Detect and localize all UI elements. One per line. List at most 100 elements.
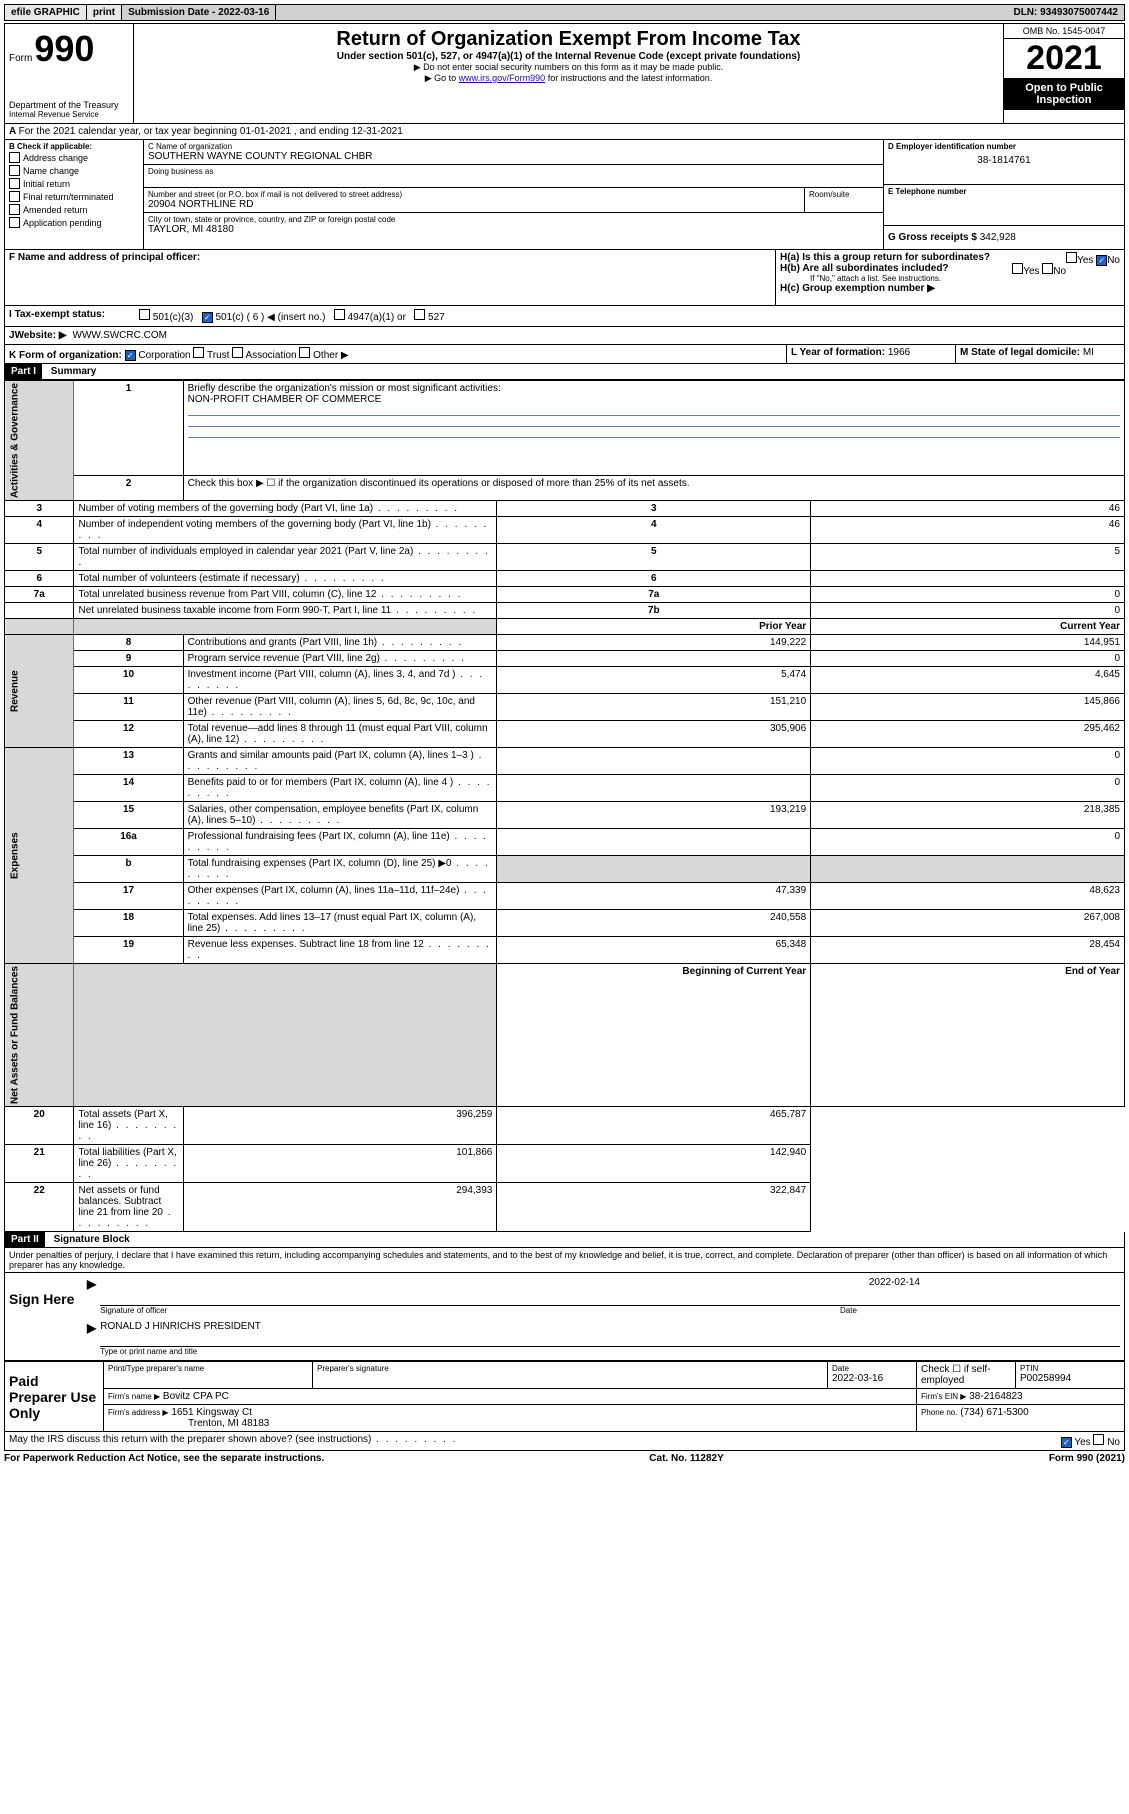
firm-addr1: 1651 Kingsway Ct (171, 1407, 252, 1418)
year-formation: 1966 (888, 347, 910, 358)
checkbox-label: Address change (23, 153, 88, 163)
j-label: Website: ▶ (15, 330, 67, 341)
c-name-label: C Name of organization (148, 142, 879, 151)
checkbox-label: Name change (23, 166, 79, 176)
phone-value: (734) 671-5300 (960, 1407, 1028, 1418)
firm-ein: 38-2164823 (969, 1391, 1022, 1402)
col-begin: Beginning of Current Year (497, 964, 811, 1107)
table-row: 12 Total revenue—add lines 8 through 11 … (5, 721, 1125, 748)
org-form-checkbox[interactable] (125, 350, 136, 361)
vlabel-expenses: Expenses (5, 748, 74, 964)
addr-label: Number and street (or P.O. box if mail i… (148, 190, 800, 199)
org-address: 20904 NORTHLINE RD (148, 199, 800, 210)
tax-status-checkbox[interactable] (202, 312, 213, 323)
table-row: 15 Salaries, other compensation, employe… (5, 802, 1125, 829)
checkbox-label: Amended return (23, 205, 88, 215)
checkbox[interactable] (9, 191, 20, 202)
part2-title: Signature Block (48, 1234, 130, 1245)
firm-name-label: Firm's name ▶ (108, 1392, 160, 1401)
hb-no-checkbox[interactable] (1042, 263, 1053, 274)
col-end: End of Year (811, 964, 1125, 1107)
state-domicile: MI (1083, 347, 1094, 358)
entity-block: B Check if applicable: Address change Nam… (4, 140, 1125, 250)
org-form-checkbox[interactable] (232, 347, 243, 358)
dept-treasury: Department of the Treasury (9, 100, 129, 110)
h-a: H(a) Is this a group return for subordin… (780, 252, 1120, 263)
room-label: Room/suite (809, 190, 879, 199)
efile-label[interactable]: efile GRAPHIC (5, 5, 87, 20)
yes-label-2: Yes (1023, 266, 1039, 277)
dln-label: DLN: 93493075007442 (1007, 5, 1124, 20)
ha-yes-checkbox[interactable] (1066, 252, 1077, 263)
yes-label: Yes (1077, 255, 1093, 266)
checkbox-label: Initial return (23, 179, 70, 189)
ptin-label: PTIN (1020, 1364, 1120, 1373)
checkbox[interactable] (9, 178, 20, 189)
q2-text: Check this box ▶ ☐ if the organization d… (183, 475, 1124, 500)
tax-status-checkbox[interactable] (334, 309, 345, 320)
line-a: A For the 2021 calendar year, or tax yea… (4, 124, 1125, 140)
arrow-icon: ▶ (87, 1277, 100, 1315)
tax-status-label: 501(c) ( 6 ) ◀ (insert no.) (215, 312, 325, 323)
checkbox[interactable] (9, 165, 20, 176)
table-row: 4 Number of independent voting members o… (5, 517, 1125, 544)
may-irs-yes-checkbox[interactable] (1061, 1437, 1072, 1448)
checkbox[interactable] (9, 204, 20, 215)
org-form-label: Trust (207, 350, 229, 361)
paid-preparer-label: Paid Preparer Use Only (5, 1362, 104, 1432)
tax-status-checkbox[interactable] (414, 309, 425, 320)
top-bar: efile GRAPHIC print Submission Date - 20… (4, 4, 1125, 21)
firm-addr-label: Firm's address ▶ (108, 1408, 169, 1417)
table-row: 21 Total liabilities (Part X, line 26) 1… (5, 1145, 1125, 1183)
checkbox-line: Initial return (9, 177, 139, 190)
f-h-block: F Name and address of principal officer:… (4, 250, 1125, 306)
table-row: 7a Total unrelated business revenue from… (5, 587, 1125, 603)
dba-label: Doing business as (148, 167, 879, 176)
org-name: SOUTHERN WAYNE COUNTY REGIONAL CHBR (148, 151, 879, 162)
org-form-checkbox[interactable] (193, 347, 204, 358)
i-label: Tax-exempt status: (15, 309, 105, 320)
sign-here-label: Sign Here (5, 1273, 83, 1360)
city-label: City or town, state or province, country… (148, 215, 879, 224)
checkbox-label: Final return/terminated (23, 192, 114, 202)
tax-status-label: 501(c)(3) (153, 312, 194, 323)
pp-name-label: Print/Type preparer's name (108, 1364, 308, 1373)
goto-pre: ▶ Go to (425, 73, 459, 83)
org-form-checkbox[interactable] (299, 347, 310, 358)
form-990-number: 990 (34, 28, 94, 70)
f-officer-label: F Name and address of principal officer: (9, 252, 771, 263)
tax-status-checkbox[interactable] (139, 309, 150, 320)
sig-officer-label: Signature of officer (100, 1306, 840, 1315)
tax-status-label: 527 (428, 312, 445, 323)
org-form-label: Other ▶ (313, 350, 348, 361)
vlabel-netassets: Net Assets or Fund Balances (5, 964, 74, 1107)
submission-date: Submission Date - 2022-03-16 (122, 5, 276, 20)
ha-no-checkbox[interactable] (1096, 255, 1107, 266)
table-row: 11 Other revenue (Part VIII, column (A),… (5, 694, 1125, 721)
form-prefix: Form (9, 53, 32, 64)
table-row: 17 Other expenses (Part IX, column (A), … (5, 883, 1125, 910)
line-i: I Tax-exempt status: 501(c)(3) 501(c) ( … (4, 306, 1125, 327)
penalty-text: Under penalties of perjury, I declare th… (4, 1248, 1125, 1273)
b-label: B Check if applicable: (9, 142, 139, 151)
irs-link[interactable]: www.irs.gov/Form990 (459, 73, 546, 83)
table-row: 20 Total assets (Part X, line 16) 396,25… (5, 1107, 1125, 1145)
return-title: Return of Organization Exempt From Incom… (142, 28, 995, 51)
pp-date-value: 2022-03-16 (832, 1373, 912, 1384)
hb-yes-checkbox[interactable] (1012, 263, 1023, 274)
table-row: 14 Benefits paid to or for members (Part… (5, 775, 1125, 802)
line-j: J Website: ▶ WWW.SWCRC.COM (4, 327, 1125, 345)
l-label: L Year of formation: (791, 347, 885, 358)
print-button[interactable]: print (87, 5, 122, 20)
hc-label: H(c) Group exemption number ▶ (780, 283, 1120, 294)
pp-date-label: Date (832, 1364, 912, 1373)
subtitle-2: ▶ Do not enter social security numbers o… (142, 62, 995, 73)
hb-label: H(b) Are all subordinates included? (780, 263, 949, 274)
firm-addr2: Trenton, MI 48183 (108, 1418, 269, 1429)
may-irs-no-checkbox[interactable] (1093, 1434, 1104, 1445)
checkbox[interactable] (9, 217, 20, 228)
no-label: No (1107, 255, 1120, 266)
form-ref: Form 990 (2021) (1049, 1453, 1125, 1464)
col-prior: Prior Year (497, 619, 811, 635)
checkbox[interactable] (9, 152, 20, 163)
